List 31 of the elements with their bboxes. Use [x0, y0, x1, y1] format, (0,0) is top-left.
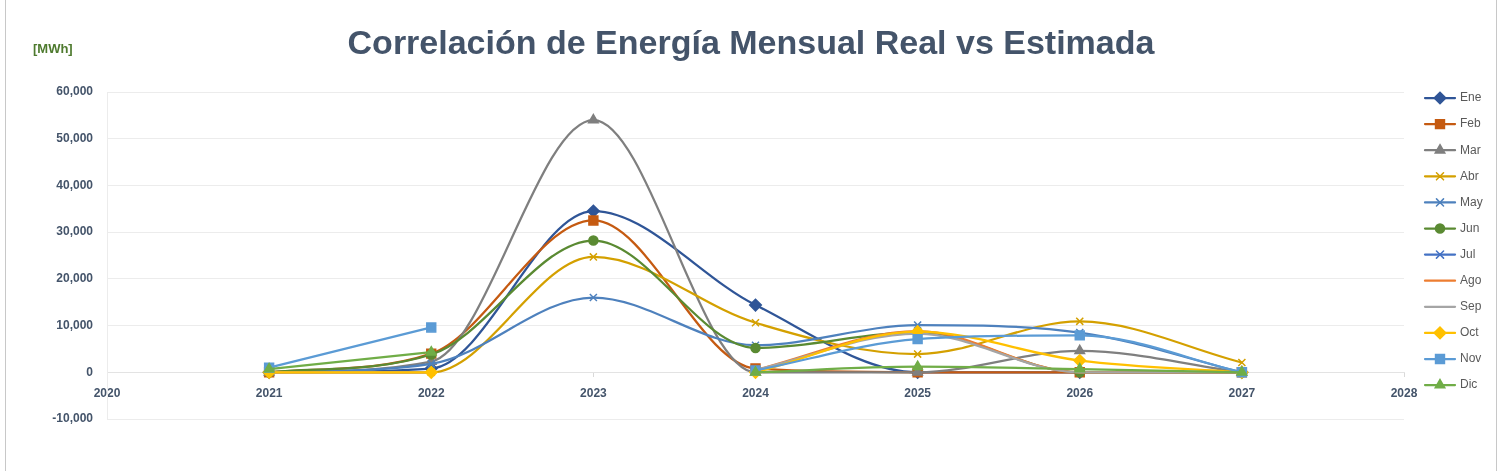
- chart-title: Correlación de Energía Mensual Real vs Estimada: [347, 23, 1155, 61]
- x-tick-label: 2027: [1228, 385, 1256, 400]
- y-tick-label: 30,000: [56, 224, 94, 239]
- y-tick-label: 50,000: [56, 131, 94, 146]
- legend-label: Feb: [1460, 116, 1481, 131]
- x-tick-label: 2023: [580, 385, 608, 400]
- y-tick-label: 60,000: [56, 84, 94, 99]
- x-tick-label: 2028: [1390, 385, 1418, 400]
- x-tick-label: 2020: [93, 385, 121, 400]
- legend-label: Nov: [1460, 351, 1482, 366]
- y-tick-label: 10,000: [56, 317, 94, 332]
- x-tick-label: 2025: [904, 385, 932, 400]
- legend-label: Oct: [1460, 325, 1480, 340]
- legend-label: Sep: [1460, 299, 1482, 314]
- x-tick-label: 2021: [255, 385, 283, 400]
- legend-label: Dic: [1460, 377, 1478, 392]
- x-tick-label: 2024: [742, 385, 770, 400]
- legend-label: Jul: [1460, 246, 1476, 261]
- legend-label: Mar: [1460, 142, 1481, 157]
- y-tick-label: 20,000: [56, 271, 94, 286]
- legend-label: May: [1460, 194, 1483, 209]
- y-tick-label: 40,000: [56, 177, 94, 192]
- y-tick-label: 0: [86, 364, 94, 379]
- x-tick-label: 2022: [417, 385, 445, 400]
- legend-label: Ene: [1460, 90, 1482, 105]
- x-tick-label: 2026: [1066, 385, 1094, 400]
- y-tick-label: -10,000: [52, 411, 94, 426]
- legend-label: Ago: [1460, 273, 1482, 288]
- y-axis-title: [MWh]: [33, 41, 73, 57]
- legend-label: Abr: [1460, 168, 1479, 183]
- legend-label: Jun: [1460, 220, 1480, 235]
